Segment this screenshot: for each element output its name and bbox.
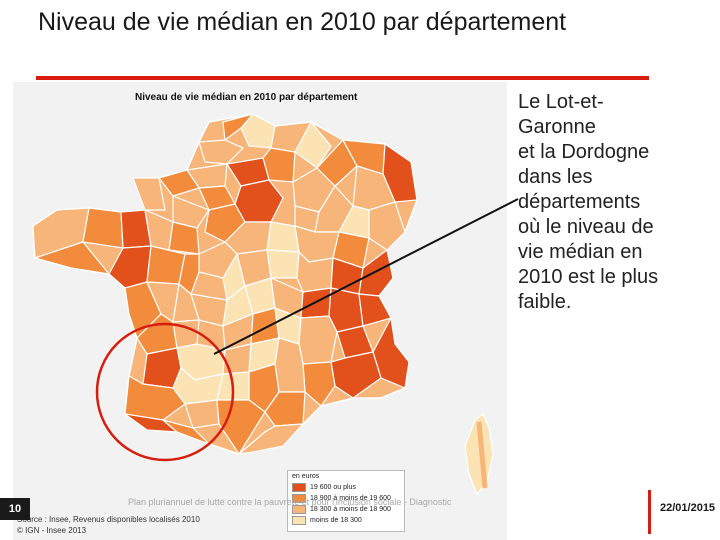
legend-swatch: [292, 505, 306, 514]
map-legend: en euros 19 600 ou plus 18 900 à moins d…: [287, 470, 405, 532]
legend-title: en euros: [292, 473, 320, 480]
dept-rhone: [300, 287, 332, 319]
legend-item: 19 600 ou plus: [292, 483, 356, 492]
footer-date: 22/01/2015: [660, 502, 716, 514]
corsica-haute-corse: [476, 421, 488, 489]
dept-ardennes: [294, 120, 332, 169]
departments: [32, 112, 418, 456]
dept-ariege-aude: [237, 423, 305, 455]
dept-nievre: [266, 249, 300, 279]
callout-text: Le Lot-et- Garonne et la Dordogne dans l…: [518, 91, 659, 313]
legend-swatch: [292, 483, 306, 492]
dept-sarthe: [168, 221, 200, 255]
legend-item: moins de 18 300: [292, 516, 362, 525]
dept-calvados: [157, 169, 200, 197]
dept-aisne: [262, 147, 296, 183]
legend-label: moins de 18 300: [310, 517, 362, 524]
legend-label: 18 300 à moins de 18 900: [310, 506, 391, 513]
footer-text: Plan pluriannuel de lutte contre la pauv…: [128, 497, 452, 507]
map-title: Niveau de vie médian en 2010 par départe…: [135, 92, 358, 103]
legend-label: 18 900 à moins de 19 600: [310, 495, 391, 502]
dept-manche: [132, 177, 166, 211]
legend-swatch: [292, 516, 306, 525]
slide-title: Niveau de vie médian en 2010 par départe…: [38, 8, 567, 36]
dept-herault: [264, 391, 306, 427]
dept-drome-ardeche: [298, 315, 338, 365]
page-number: 10: [0, 498, 30, 520]
france-map-graphic: [32, 112, 494, 496]
legend-label: 19 600 ou plus: [310, 484, 356, 491]
footer-divider: [648, 490, 651, 534]
legend-item: 18 900 à moins de 19 600: [292, 494, 391, 503]
title-underline: [36, 76, 649, 80]
dept-bretagne-east: [82, 207, 124, 249]
map-source: Source : Insee, Revenus disponibles loca…: [17, 515, 200, 535]
france-map: Niveau de vie médian en 2010 par départe…: [13, 82, 507, 540]
legend-item: 18 300 à moins de 18 900: [292, 505, 391, 514]
legend-swatch: [292, 494, 306, 503]
dept-pas-de-calais: [222, 112, 255, 142]
dept-somme: [198, 139, 245, 165]
dept-yonne: [266, 221, 300, 253]
